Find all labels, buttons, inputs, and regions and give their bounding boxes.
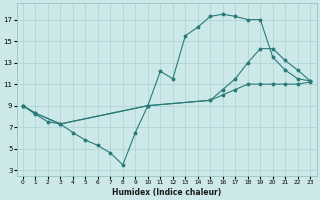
X-axis label: Humidex (Indice chaleur): Humidex (Indice chaleur)	[112, 188, 221, 197]
